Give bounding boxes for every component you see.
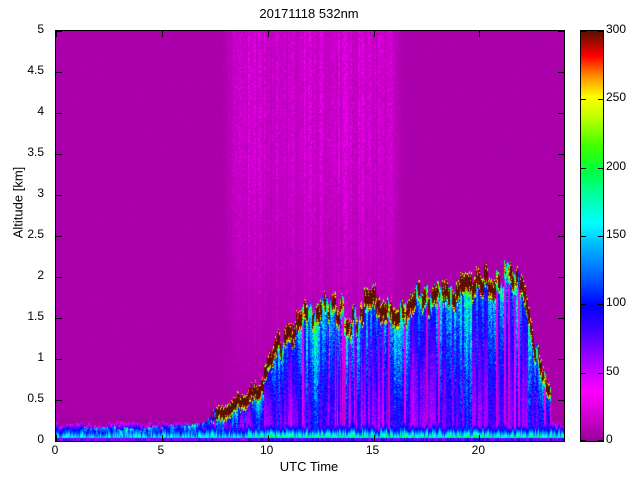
colorbar-tick-label: 150 [606,227,627,241]
plot-area [55,30,565,442]
y-axis-tick-labels: 0 0.5 1 1.5 2 2.5 3 3.5 4 4.5 5 [0,22,50,446]
backscatter-heatmap [56,31,564,441]
y-axis-tick [558,277,564,278]
y-axis-tick-label: 5 [37,22,44,36]
y-axis-tick [56,195,62,196]
colorbar-tick-labels: 0 50 100 150 200 250 300 [606,22,640,446]
colorbar-tick-label: 50 [606,363,620,378]
colorbar-tick-label: 100 [606,295,627,310]
y-axis-tick-label: 1.5 [27,309,44,323]
x-axis-tick [268,435,269,441]
y-axis-tick [56,154,62,155]
colorbar-tick [598,31,603,32]
y-axis-tick [56,236,62,237]
x-axis-tick [479,31,480,37]
x-axis-tick-label: 0 [51,443,59,457]
x-axis-tick [374,435,375,441]
colorbar-tick-label: 200 [606,158,627,173]
y-axis-tick [56,113,62,114]
colorbar-tick [581,304,586,305]
y-axis-tick [56,72,62,73]
y-axis-tick [56,318,62,319]
x-axis-tick [162,435,163,441]
colorbar-tick [581,440,586,441]
y-axis-tick [558,359,564,360]
colorbar-tick [598,236,603,237]
x-axis-tick [56,435,57,441]
colorbar-tick [581,373,586,374]
colorbar-tick [598,373,603,374]
y-axis-tick-label: 0.5 [27,391,44,405]
x-axis-title: UTC Time [279,459,339,474]
x-axis-tick [56,31,57,37]
x-axis-tick-label: 20 [471,443,486,457]
colorbar-tick [581,168,586,169]
colorbar-tick [598,168,603,169]
x-axis-tick-label: 10 [259,443,274,457]
y-axis-tick-label: 3 [37,186,44,200]
colorbar-tick-label: 250 [606,90,627,105]
y-axis-tick [558,72,564,73]
x-axis-tick-label: 15 [365,443,380,457]
y-axis-tick-label: 4 [37,104,44,118]
y-axis-tick [558,441,564,442]
x-axis-tick-labels: 0 5 10 15 20 [51,443,563,461]
colorbar-tick-label: 0 [606,432,613,446]
y-axis-tick-label: 0 [37,432,44,446]
y-axis-tick [56,400,62,401]
page-title: 20171118 532nm [259,6,359,21]
colorbar [580,30,604,442]
colorbar-tick [598,99,603,100]
colorbar-tick [581,236,586,237]
colorbar-tick [581,99,586,100]
y-axis-tick [56,359,62,360]
y-axis-tick [558,400,564,401]
colorbar-tick [598,304,603,305]
y-axis-tick-label: 2.5 [27,227,44,241]
colorbar-tick [598,440,603,441]
x-axis-tick-label: 5 [157,443,165,457]
y-axis-tick-label: 1 [37,350,44,364]
y-axis-tick [558,236,564,237]
y-axis-tick-label: 3.5 [27,145,44,159]
colorbar-tick [581,31,586,32]
y-axis-tick [558,113,564,114]
y-axis-tick [558,154,564,155]
x-axis-tick [374,31,375,37]
y-axis-tick [56,441,62,442]
y-axis-tick [558,31,564,32]
y-axis-tick [56,277,62,278]
y-axis-tick [558,318,564,319]
y-axis-tick [56,31,62,32]
x-axis-tick [268,31,269,37]
y-axis-title: Altitude [km] [10,166,26,239]
y-axis-tick-label: 2 [37,268,44,282]
y-axis-tick-label: 4.5 [27,63,44,77]
colorbar-tick-label: 300 [606,22,627,36]
y-axis-tick [558,195,564,196]
x-axis-tick [479,435,480,441]
colorbar-gradient [581,31,603,441]
x-axis-tick [162,31,163,37]
